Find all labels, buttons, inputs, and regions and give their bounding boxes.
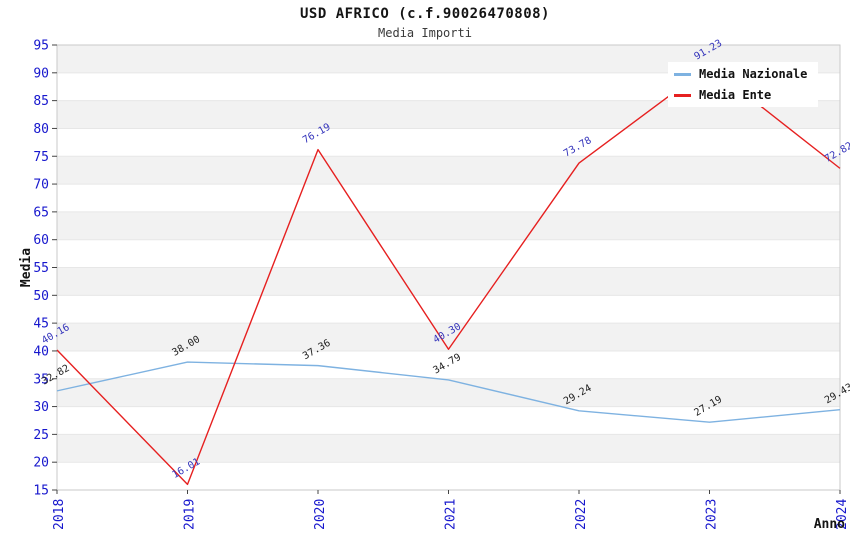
band (57, 378, 840, 407)
chart-title: USD AFRICO (c.f.90026470808) (299, 6, 550, 22)
band (57, 267, 840, 296)
band (57, 211, 840, 240)
band (57, 434, 840, 463)
legend-item-media-nazionale: Media Nazionale (674, 67, 812, 81)
legend: Media Nazionale Media Ente (668, 62, 818, 107)
legend-label: Media Ente (699, 88, 772, 102)
legend-swatch-nazionale (674, 72, 691, 76)
legend-item-media-ente: Media Ente (674, 88, 812, 102)
band (57, 323, 840, 351)
legend-label: Media Nazionale (699, 67, 808, 81)
series-line (56, 361, 841, 423)
legend-swatch-ente (674, 93, 691, 97)
band (57, 156, 840, 185)
chart-subtitle: Media Importi (378, 26, 472, 40)
